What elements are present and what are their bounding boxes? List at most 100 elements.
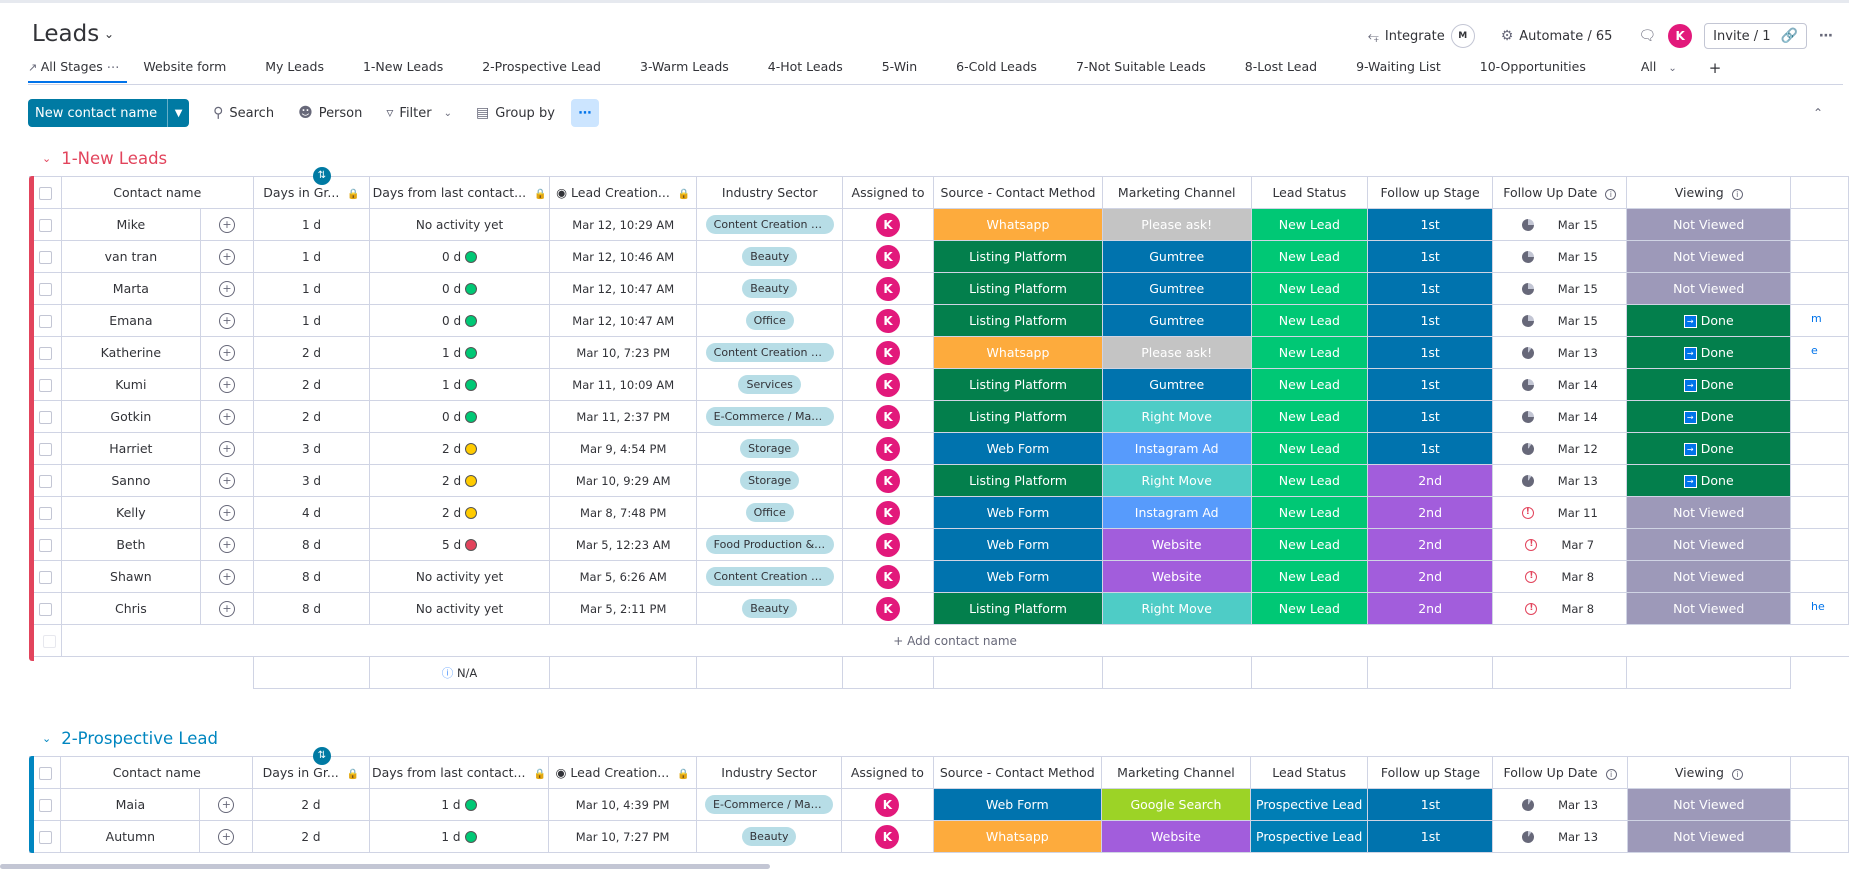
avatar[interactable]: K bbox=[875, 792, 900, 817]
assigned-to-cell[interactable]: K bbox=[841, 368, 935, 401]
tab-my-leads[interactable]: My Leads bbox=[265, 55, 324, 83]
industry-sector-cell[interactable]: Office bbox=[696, 304, 843, 337]
tab-1-new-leads[interactable]: 1-New Leads bbox=[363, 55, 443, 83]
follow-up-date-cell[interactable]: Mar 15 bbox=[1492, 240, 1628, 273]
industry-sector-cell[interactable]: Beauty bbox=[696, 592, 843, 625]
marketing-channel-cell[interactable]: Please ask! bbox=[1101, 208, 1252, 241]
viewing-cell[interactable]: Not Viewed bbox=[1626, 592, 1792, 625]
tab-4-hot-leads[interactable]: 4-Hot Leads bbox=[768, 55, 843, 83]
column-header-days[interactable]: Days in Gr... 🔒 bbox=[252, 756, 370, 789]
tab-all-stages[interactable]: ↗ All Stages ⋯ bbox=[28, 55, 128, 83]
table-row[interactable]: Chris +8 d No activity yet Mar 5, 2:11 PM Be… bbox=[29, 592, 1849, 625]
add-update-icon[interactable]: + bbox=[218, 536, 235, 553]
column-header-assigned[interactable]: Assigned to bbox=[841, 756, 934, 789]
source-contact-method-cell[interactable]: Listing Platform bbox=[933, 400, 1103, 433]
lead-status-cell[interactable]: New Lead bbox=[1250, 400, 1369, 433]
contact-name-cell[interactable]: van tran bbox=[60, 240, 202, 273]
follow-up-stage-cell[interactable]: 1st bbox=[1367, 368, 1494, 401]
lead-status-cell[interactable]: New Lead bbox=[1250, 464, 1369, 497]
viewing-cell[interactable]: → Done bbox=[1626, 400, 1792, 433]
lead-status-cell[interactable]: New Lead bbox=[1250, 592, 1369, 625]
lead-status-cell[interactable]: New Lead bbox=[1250, 528, 1369, 561]
chevron-down-icon[interactable]: ⌄ bbox=[104, 27, 115, 41]
conversation-cell[interactable]: + bbox=[199, 820, 254, 853]
follow-up-date-cell[interactable]: Mar 15 bbox=[1492, 208, 1628, 241]
marketing-channel-cell[interactable]: Gumtree bbox=[1101, 304, 1252, 337]
avatar[interactable]: K bbox=[876, 468, 901, 493]
conversation-cell[interactable]: + bbox=[200, 336, 254, 369]
row-select-cell[interactable] bbox=[29, 272, 62, 305]
table-row[interactable]: Gotkin +2 d 0 d Mar 11, 2:37 PM E-Commerce /… bbox=[29, 400, 1849, 433]
table-row[interactable]: van tran +1 d 0 d Mar 12, 10:46 AM Beauty K Li… bbox=[29, 240, 1849, 273]
follow-up-date-cell[interactable]: Mar 15 bbox=[1492, 304, 1628, 337]
lead-status-cell[interactable]: New Lead bbox=[1250, 560, 1369, 593]
industry-sector-cell[interactable]: Office bbox=[696, 496, 843, 529]
marketing-channel-cell[interactable]: Website bbox=[1101, 560, 1252, 593]
assigned-to-cell[interactable]: K bbox=[841, 464, 935, 497]
marketing-channel-cell[interactable]: Right Move bbox=[1101, 592, 1252, 625]
add-view-icon[interactable]: + bbox=[1708, 59, 1722, 77]
source-contact-method-cell[interactable]: Web Form bbox=[933, 432, 1103, 465]
follow-up-stage-cell[interactable]: 2nd bbox=[1367, 528, 1494, 561]
column-header-days[interactable]: Days in Gr... 🔒 bbox=[252, 176, 371, 209]
lead-status-cell[interactable]: New Lead bbox=[1250, 272, 1369, 305]
row-checkbox[interactable] bbox=[38, 442, 52, 456]
source-contact-method-cell[interactable]: Web Form bbox=[932, 788, 1103, 821]
group-by-button[interactable]: ▤ Group by bbox=[476, 105, 555, 121]
row-select-cell[interactable] bbox=[28, 788, 62, 821]
row-checkbox[interactable] bbox=[38, 538, 52, 552]
assigned-to-cell[interactable]: K bbox=[841, 592, 935, 625]
table-row[interactable]: Autumn +2 d 1 d Mar 10, 7:27 PM Beauty K Whats… bbox=[28, 820, 1849, 853]
avatar[interactable]: K bbox=[876, 564, 901, 589]
add-update-icon[interactable]: + bbox=[218, 408, 235, 425]
add-contact-row[interactable]: + Add contact name bbox=[29, 624, 1849, 657]
table-row[interactable]: Sanno +3 d 2 d Mar 10, 9:29 AM Storage K Listi… bbox=[29, 464, 1849, 497]
conversation-cell[interactable]: + bbox=[199, 788, 254, 821]
lead-status-cell[interactable]: New Lead bbox=[1250, 496, 1369, 529]
follow-up-date-cell[interactable]: Mar 12 bbox=[1492, 432, 1628, 465]
contact-name-cell[interactable]: Autumn bbox=[60, 820, 201, 853]
integrate-button[interactable]: ⥆ Integrate M bbox=[1368, 24, 1475, 48]
follow-up-date-cell[interactable]: Mar 15 bbox=[1492, 272, 1628, 305]
follow-up-stage-cell[interactable]: 1st bbox=[1367, 336, 1494, 369]
avatar[interactable]: K bbox=[876, 308, 901, 333]
conversation-cell[interactable]: + bbox=[200, 496, 254, 529]
link-icon[interactable]: 🔗 bbox=[1780, 28, 1798, 44]
industry-sector-cell[interactable]: Services bbox=[696, 368, 843, 401]
column-header-viewing[interactable]: Viewing i bbox=[1626, 756, 1792, 789]
assigned-to-cell[interactable]: K bbox=[841, 432, 935, 465]
avatar[interactable]: K bbox=[876, 340, 901, 365]
avatar[interactable]: K bbox=[876, 532, 901, 557]
add-update-icon[interactable]: + bbox=[218, 600, 235, 617]
contact-name-cell[interactable]: Harriet bbox=[60, 432, 202, 465]
info-icon[interactable]: i bbox=[1731, 189, 1743, 200]
tab-options-icon[interactable]: ⋯ bbox=[102, 59, 120, 74]
add-contact-input[interactable]: + Add contact name bbox=[60, 624, 1849, 657]
follow-up-date-cell[interactable]: Mar 13 bbox=[1492, 464, 1628, 497]
add-update-icon[interactable]: + bbox=[218, 472, 235, 489]
contact-name-cell[interactable]: Marta bbox=[60, 272, 202, 305]
column-header-assigned[interactable]: Assigned to bbox=[841, 176, 935, 209]
row-checkbox[interactable] bbox=[38, 570, 52, 584]
row-select-cell[interactable] bbox=[29, 336, 62, 369]
lead-status-cell[interactable]: Prospective Lead bbox=[1249, 820, 1369, 853]
industry-sector-cell[interactable]: Content Creation & D... bbox=[696, 560, 843, 593]
source-contact-method-cell[interactable]: Listing Platform bbox=[933, 464, 1103, 497]
row-select-cell[interactable] bbox=[29, 304, 62, 337]
chat-icon[interactable]: 🗨 bbox=[1638, 28, 1657, 44]
industry-sector-cell[interactable]: Content Creation & D... bbox=[696, 336, 843, 369]
contact-name-cell[interactable]: Sanno bbox=[60, 464, 202, 497]
tab-9-waiting-list[interactable]: 9-Waiting List bbox=[1356, 55, 1441, 83]
assigned-to-cell[interactable]: K bbox=[841, 528, 935, 561]
assigned-to-cell[interactable]: K bbox=[841, 240, 935, 273]
follow-up-date-cell[interactable]: Mar 13 bbox=[1492, 820, 1628, 853]
conversation-cell[interactable]: + bbox=[200, 208, 254, 241]
industry-sector-cell[interactable]: Food Production & Re... bbox=[696, 528, 843, 561]
row-checkbox[interactable] bbox=[38, 282, 52, 296]
marketing-channel-cell[interactable]: Gumtree bbox=[1101, 240, 1252, 273]
row-checkbox[interactable] bbox=[38, 314, 52, 328]
column-header-contact-name[interactable]: Contact name bbox=[60, 176, 254, 209]
table-row[interactable]: Kelly +4 d 2 d Mar 8, 7:48 PM Office K Web For… bbox=[29, 496, 1849, 529]
column-header-source[interactable]: Source - Contact Method bbox=[933, 176, 1103, 209]
source-contact-method-cell[interactable]: Whatsapp bbox=[932, 820, 1103, 853]
